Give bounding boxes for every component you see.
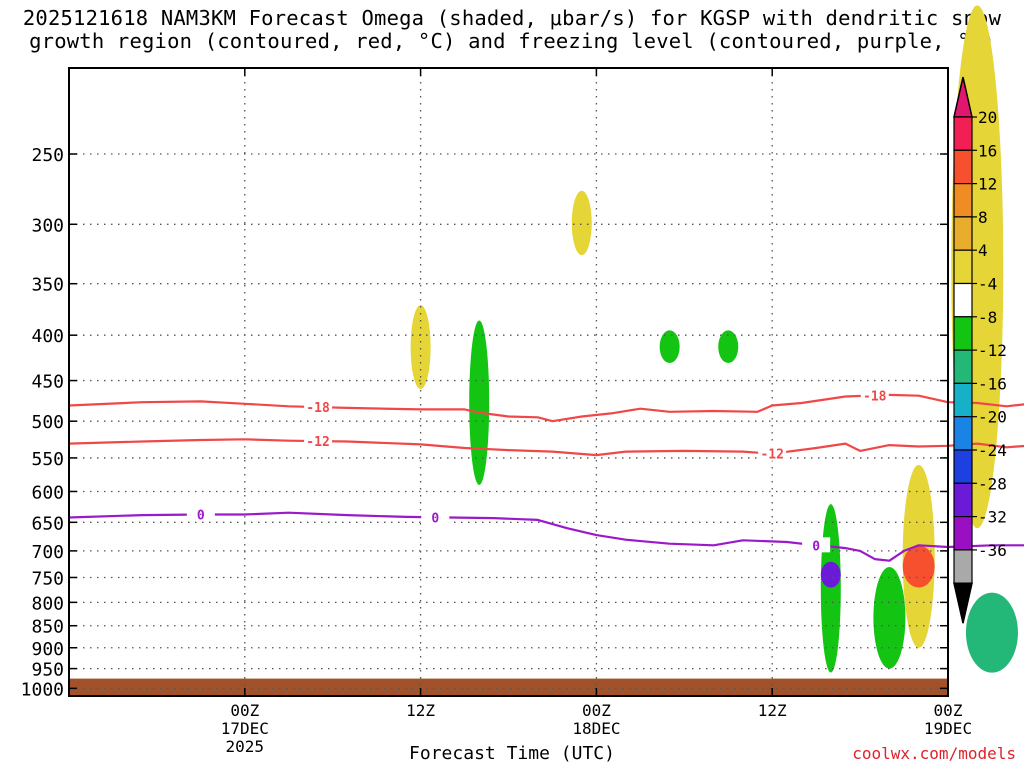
colorbar-bin: [953, 316, 973, 351]
omega-region: [873, 567, 906, 669]
y-tick-label: 700: [31, 542, 64, 563]
contour-label: -18: [863, 389, 887, 404]
colorbar-bin: [953, 349, 973, 385]
colorbar-bin: [953, 482, 973, 518]
contour-label: -12: [760, 448, 783, 463]
contour-label: 0: [431, 511, 439, 526]
y-tick-label: 1000: [21, 679, 64, 700]
y-tick-label: 300: [31, 215, 64, 236]
omega-region: [820, 561, 841, 588]
colorbar-label: 16: [978, 141, 997, 160]
y-tick-label: 400: [31, 326, 64, 347]
ground-fill: [69, 678, 948, 696]
omega-region: [571, 190, 592, 256]
contour-label: -12: [306, 435, 329, 450]
colorbar-label: -8: [978, 308, 997, 327]
contour-label: 0: [812, 539, 820, 554]
x-tick-label: 12Z: [758, 701, 787, 720]
y-tick-label: 800: [31, 593, 64, 614]
colorbar-label: 20: [978, 108, 997, 127]
x-tick-label: 00Z: [230, 701, 259, 720]
colorbar-label: -4: [978, 275, 997, 294]
contour-lines: -18 -18 -12 -12 0 0 0: [68, 387, 1024, 562]
colorbar-label: 4: [978, 241, 988, 260]
omega-region: [902, 545, 935, 588]
colorbar-label: -24: [978, 441, 1007, 460]
colorbar-label: 8: [978, 208, 988, 227]
colorbar-bin: [953, 116, 973, 151]
contour-label: 0: [197, 509, 205, 524]
x-tick-label: 00Z: [582, 701, 611, 720]
y-tick-label: 600: [31, 482, 64, 503]
y-tick-label: 350: [31, 275, 64, 296]
omega-region: [965, 592, 1018, 673]
colorbar-bin: [953, 282, 973, 318]
omega-region: [469, 320, 490, 485]
grid-lines: [69, 68, 949, 696]
y-tick-label: 550: [31, 449, 64, 470]
contour-label-bg: [186, 506, 215, 522]
x-tick-label: 12Z: [406, 701, 435, 720]
x-tick-label: 2025: [226, 737, 265, 756]
contour-label: -18: [306, 401, 330, 416]
colorbar-bottom-arrow: [953, 582, 973, 624]
colorbar-label: -36: [978, 541, 1007, 560]
y-tick-label: 500: [31, 412, 64, 433]
omega-region: [410, 305, 431, 390]
axis-labels: 2503003504004505005506006507007508008509…: [21, 68, 972, 756]
colorbar-label: -20: [978, 408, 1007, 427]
chart-title-line-2: growth region (contoured, red, °C) and f…: [29, 29, 995, 53]
frame-border: [68, 67, 949, 697]
contour-label-bg: [421, 509, 450, 525]
credit-link[interactable]: coolwx.com/models: [852, 744, 1016, 763]
colorbar-bin: [953, 382, 973, 418]
dgz-minus12-line: [68, 438, 1024, 457]
contour-label-bg: [758, 445, 787, 461]
chart-title-line-1: 2025121618 NAM3KM Forecast Omega (shaded…: [22, 6, 1002, 30]
colorbar-bin: [953, 515, 973, 551]
y-tick-label: 650: [31, 513, 64, 534]
contour-label-bg: [304, 399, 333, 415]
x-tick-label: 18DEC: [572, 719, 620, 738]
colorbar-bin: [953, 249, 973, 285]
colorbar-label: -12: [978, 341, 1007, 360]
colorbar-bin: [953, 549, 973, 584]
omega-region: [820, 504, 841, 673]
x-axis-title: Forecast Time (UTC): [409, 743, 615, 764]
contour-label-bg: [802, 537, 831, 553]
contour-label-bg: [304, 433, 333, 449]
omega-shading: [69, 5, 1018, 696]
y-tick-label: 250: [31, 145, 64, 166]
colorbar-label: 12: [978, 175, 997, 194]
y-tick-label: 850: [31, 617, 64, 638]
colorbar-label: -16: [978, 374, 1007, 393]
colorbar-bin: [953, 183, 973, 218]
freezing-level-line: [68, 511, 1024, 562]
plot-frame: [68, 67, 949, 697]
contour-label-bg: [860, 387, 889, 403]
omega-region: [659, 330, 680, 364]
x-tick-label: 00Z: [934, 701, 963, 720]
colorbar-bin: [953, 149, 973, 185]
colorbar-label: -28: [978, 474, 1007, 493]
y-tick-label: 450: [31, 372, 64, 393]
x-tick-label: 19DEC: [924, 719, 972, 738]
colorbar-bin: [953, 216, 973, 251]
omega-region: [718, 330, 739, 364]
y-tick-label: 750: [31, 568, 64, 589]
colorbar-label: -32: [978, 508, 1007, 527]
colorbar-bin: [953, 416, 973, 451]
colorbar: 20 16 12 8 4 -4 -8 -12 -16 -20 -24 -28 -32 -36: [953, 76, 1007, 624]
colorbar-bin: [953, 449, 973, 484]
y-tick-label: 900: [31, 639, 64, 660]
y-tick-label: 950: [31, 660, 64, 681]
x-tick-label: 17DEC: [221, 719, 269, 738]
